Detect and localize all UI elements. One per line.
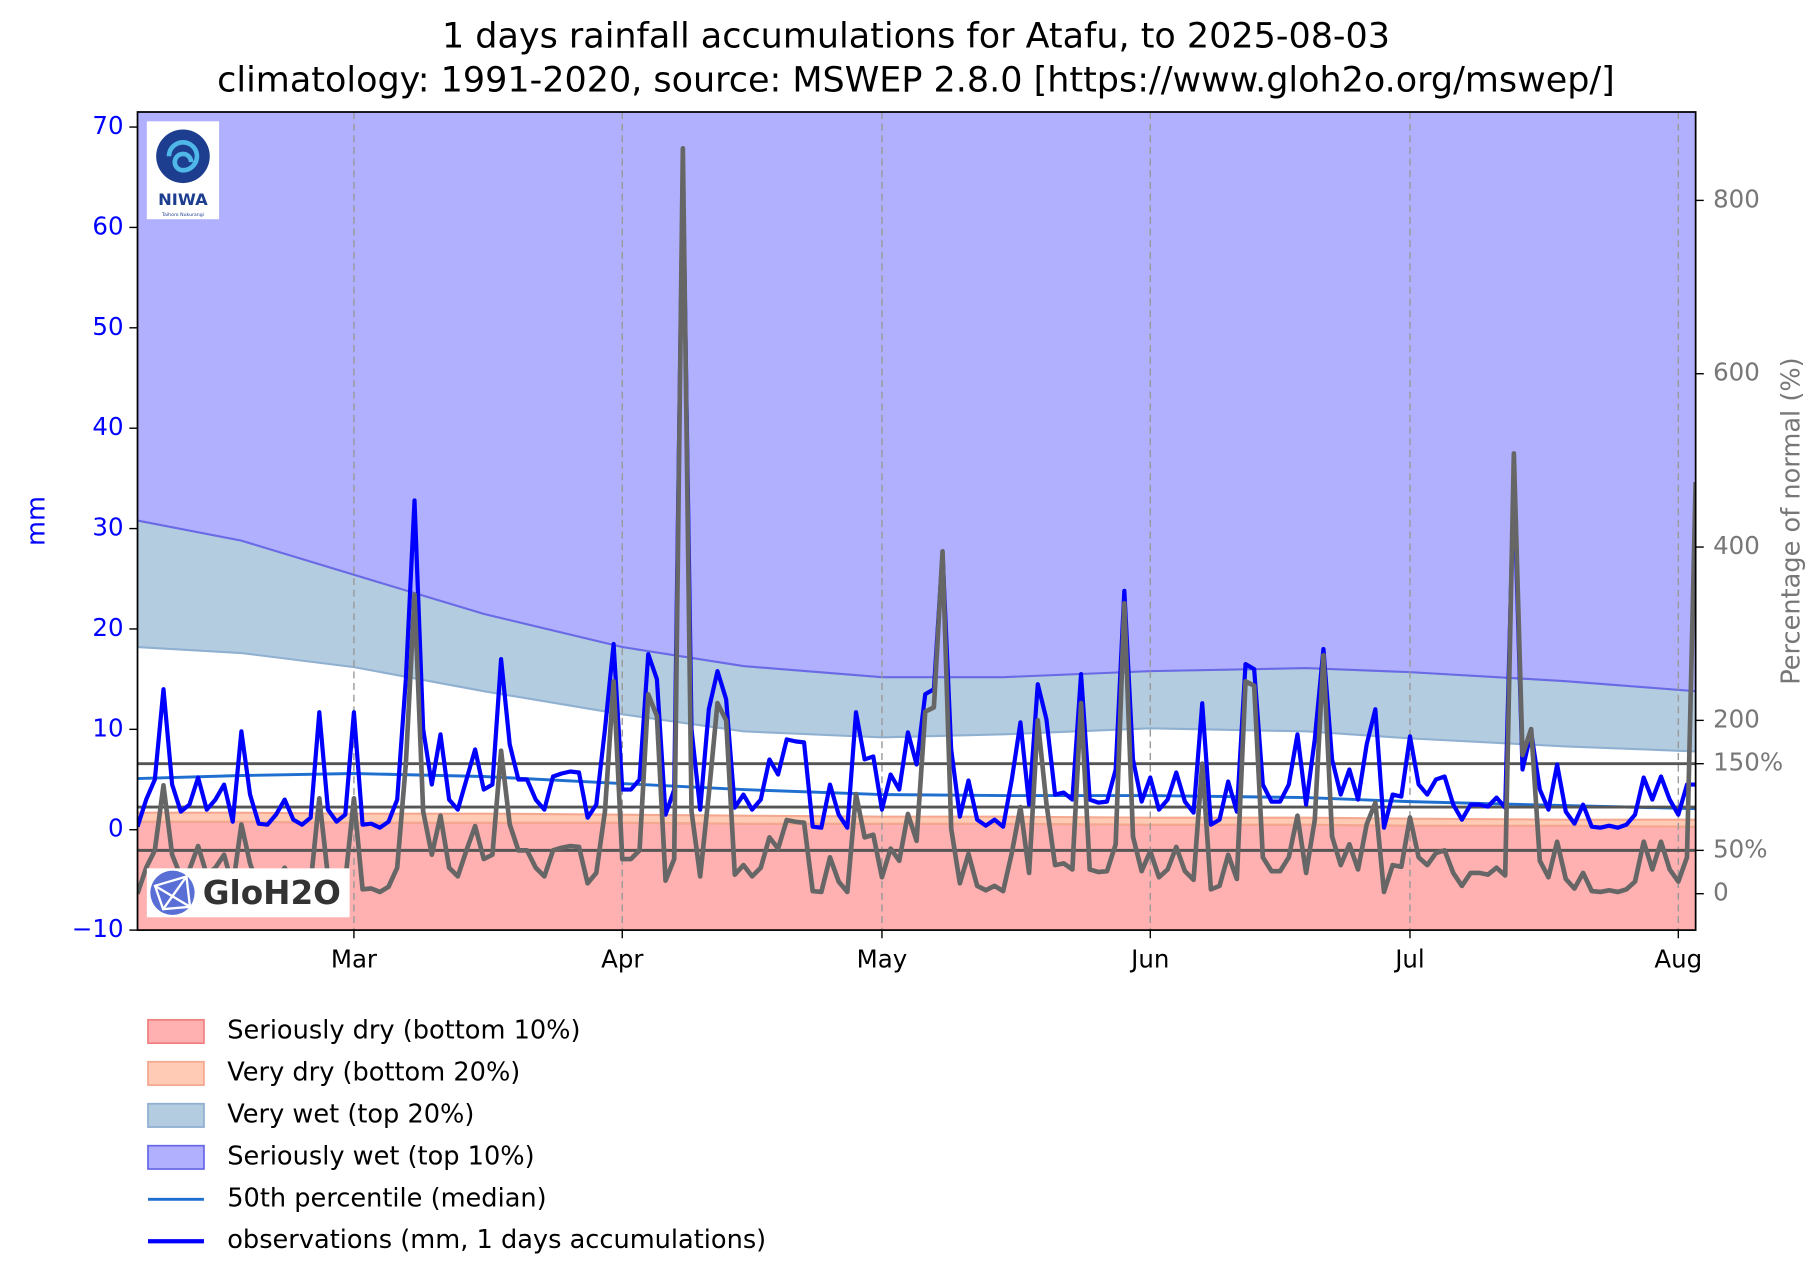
- legend-swatch: [147, 1060, 205, 1086]
- legend-swatch: [147, 1102, 205, 1128]
- band-area: [137, 520, 1696, 752]
- y2-tick-label: 400: [1713, 531, 1760, 560]
- logo-swirl: [166, 140, 200, 173]
- median-line: [137, 772, 1696, 811]
- y-tick-label: 50: [92, 312, 123, 341]
- axes: Mar Apr May Jun Jul Aug −10 0 10 20 30 40 50 60 70 0 50%…: [72, 111, 1783, 973]
- band-area: [137, 111, 1696, 692]
- legend-label: Seriously wet (top 10%): [227, 1141, 534, 1171]
- legend-swatch: [147, 1144, 205, 1170]
- y-tick-label: 10: [92, 713, 123, 742]
- legend-label: 50th percentile (median): [227, 1183, 546, 1213]
- percentage-line: [137, 146, 1696, 895]
- x-tick-label: Jun: [1129, 944, 1169, 973]
- y2-axis-label: Percentage of normal (%): [1776, 357, 1806, 684]
- x-tick-label: Aug: [1654, 944, 1702, 973]
- plot-area: [137, 111, 1696, 931]
- y2-tick-label: 600: [1713, 358, 1760, 387]
- y2-tick-label: 800: [1713, 184, 1760, 213]
- y-tick-label: 70: [92, 111, 123, 140]
- gloh2o-logo: GloH2O: [146, 868, 350, 918]
- y-tick-label: 0: [108, 814, 124, 843]
- y-tick-label: 60: [92, 211, 123, 240]
- y-tick-label: −10: [72, 914, 124, 943]
- logo-subtext: Taihoro Nukurangi: [161, 212, 204, 218]
- y2-tick-label: 50%: [1713, 834, 1767, 863]
- chart-title: 1 days rainfall accumulations for Atafu,…: [442, 16, 1390, 56]
- x-tick-label: Jul: [1393, 944, 1425, 973]
- y-axis-label: mm: [21, 496, 51, 546]
- y2-tick-label: 200: [1713, 704, 1760, 733]
- legend-label: Seriously dry (bottom 10%): [227, 1015, 580, 1045]
- legend-label: Very wet (top 20%): [227, 1099, 474, 1129]
- legend-label: observations (mm, 1 days accumulations): [227, 1225, 766, 1255]
- x-tick-label: Apr: [601, 944, 644, 973]
- legend-label: Very dry (bottom 20%): [227, 1057, 520, 1087]
- x-tick-label: Mar: [331, 944, 378, 973]
- y2-tick-label: 150%: [1713, 748, 1783, 777]
- y-tick-label: 40: [92, 412, 123, 441]
- plot-frame: [136, 111, 1697, 931]
- legend-swatch: [147, 1018, 205, 1045]
- logo-text: NIWA: [158, 190, 208, 209]
- niwa-logo: NIWA Taihoro Nukurangi: [146, 121, 220, 220]
- logo-net: [153, 874, 192, 911]
- chart-subtitle: climatology: 1991-2020, source: MSWEP 2.…: [217, 61, 1615, 101]
- y2-tick-label: 0: [1713, 878, 1729, 907]
- y-tick-label: 20: [92, 613, 123, 642]
- legend: Seriously dry (bottom 10%) Very dry (bott…: [147, 1015, 766, 1255]
- logo-text: GloH2O: [203, 874, 341, 912]
- observation-line: [137, 165, 1696, 830]
- y-tick-label: 30: [92, 513, 123, 542]
- x-tick-label: May: [857, 944, 908, 973]
